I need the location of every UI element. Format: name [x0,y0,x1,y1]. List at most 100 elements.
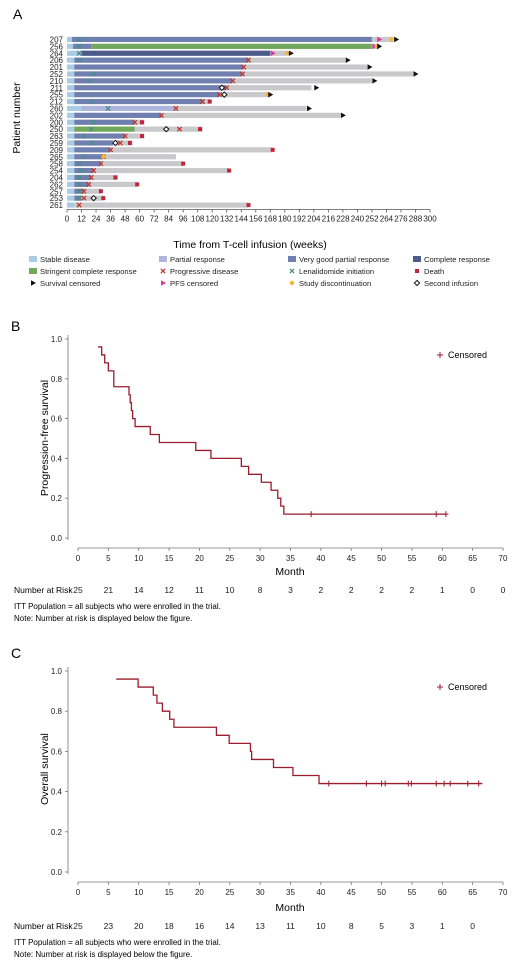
panel-a-patient-label: 257 [50,187,64,196]
panel-a-patient-label: 258 [50,160,64,169]
panel-a-bar-stable [67,140,75,146]
panel-c-x-tick-label: 20 [195,888,204,897]
panel-c-survival-curve [116,678,483,785]
panel-a-marker-lenalidomide [86,78,92,84]
panel-a-bar-vgpr [74,195,82,201]
panel-c-censor-mark [363,780,369,787]
panel-a-plot-area: 0 12 24 36 48 60 72 84 96 108 120 132 144 156 168 180 19… [50,35,438,223]
panel-c-y-tick-label: 0.6 [51,747,63,756]
panel-a-marker-lenalidomide [76,36,82,43]
panel-a-bar-tail [232,78,372,84]
panel-b-risk-value: 12 [164,585,174,595]
panel-a-marker-death [207,99,212,104]
panel-c-risk-value: 20 [134,921,144,931]
panel-a-marker-lenalidomide [88,140,94,146]
panel-b-y-axis-title: Progression-free survival [39,380,51,496]
panel-c-x-tick-label: 30 [256,888,265,897]
panel-b-x-axis-title: Month [275,566,304,578]
panel-c-os-km: C Overall survival Month Number at Risk … [11,645,508,959]
panel-b-risk-value: 14 [134,585,144,595]
panel-a-patient-label: 254 [50,167,64,176]
panel-a-bar-partial [81,105,176,112]
panel-a-x-tick-label: 72 [150,215,159,224]
panel-a-bar-tail [83,188,101,194]
panel-a-patient-label: 200 [50,118,64,127]
panel-a-patient-row: 255 [50,91,274,100]
panel-a-x-tick-label: 264 [380,215,394,224]
panel-b-y-tick-label: 0.2 [51,494,63,503]
panel-c-x-tick-label: 55 [407,888,416,897]
panel-a-legend-item: Study discontinuation [289,279,371,288]
panel-a-legend-item: Partial response [159,255,225,264]
panel-a-marker-lenalidomide [76,195,82,201]
panel-a-patient-label: 250 [50,125,64,134]
panel-a-legend-label: Death [424,267,444,276]
panel-b-risk-value: 8 [258,585,263,595]
panel-b-y-tick-label: 0.0 [51,534,63,543]
panel-a-patient-row: 209 [50,146,275,155]
panel-b-x-tick-label: 35 [286,554,295,563]
panel-a-marker-death [140,134,145,139]
panel-a-marker-progressive [245,57,252,63]
panel-a-marker-survival-censored [372,78,378,84]
panel-c-y-tick-label: 1.0 [51,667,63,676]
panel-a-marker-lenalidomide-stroke-b [90,119,97,125]
panel-b-risk-value: 25 [73,585,83,595]
panel-a-marker-progressive-stroke-b [199,98,206,105]
panel-b-risk-value: 0 [501,585,506,595]
panel-a-bar-tail [202,98,210,105]
panel-c-risk-value: 18 [164,921,174,931]
panel-b-risk-value: 2 [379,585,384,595]
panel-c-x-axis-title: Month [275,902,304,914]
panel-a-patient-row: 253 [50,194,106,203]
panel-a-marker-progressive [81,188,87,194]
panel-a-x-tick-label: 204 [307,215,321,224]
panel-b-survival-curve [98,346,446,515]
panel-a-marker-progressive-stroke-b [107,147,114,153]
panel-a-marker-progressive-stroke-b [230,78,236,84]
panel-a-patient-label: 264 [50,49,64,58]
panel-a-legend-swatch [288,256,296,262]
panel-b-pfs-km: B Progression-free survival Month Number… [11,318,508,623]
panel-a-legend-item: Survival censored [31,279,100,288]
panel-a-legend-item: Very good partial response [288,255,389,264]
panel-a-marker-lenalidomide-stroke-b [76,36,82,43]
panel-a-marker-lenalidomide [88,98,94,105]
panel-a-bar-vgpr [74,98,203,105]
panel-a-bar-complete [81,50,271,56]
panel-a-bar-tail [219,92,268,98]
panel-a-marker-lenalidomide [78,167,85,174]
panel-b-x-tick-label: 5 [106,554,111,563]
panel-a-patient-row: 250 [50,125,203,134]
panel-a-x-tick-label: 216 [322,215,336,224]
panel-a-patient-label: 261 [50,201,64,210]
panel-a-bar-stable [67,202,75,208]
panel-a-bar-tail [93,167,230,174]
panel-b-y-tick-label: 0.4 [51,454,63,463]
panel-a-marker-lenalidomide [76,181,82,188]
panel-a-patient-label: 256 [50,42,64,51]
panel-c-risk-value: 14 [225,921,235,931]
panel-b-x-tick-label: 55 [407,554,416,563]
panel-a-x-tick-label: 288 [409,215,423,224]
panel-a-marker-lenalidomide-stroke-b [86,78,92,84]
panel-a-marker-lenalidomide-stroke-b [88,140,94,146]
panel-a-marker-lenalidomide [81,154,87,160]
panel-a-legend-item: Stable disease [29,255,90,264]
panel-a-swimmer-plot: A Patient number Time from T-cell infusi… [11,6,490,288]
panel-a-bar-stable [67,43,74,49]
panel-a-bar-stable [67,161,75,167]
panel-a-patient-row: 262 [50,180,140,189]
panel-a-marker-lenalidomide-stroke-b [76,181,82,188]
panel-a-marker-survival-censored [268,91,274,98]
panel-a-bar-tail [175,105,307,112]
panel-c-plot-area: 0.00.20.40.60.81.00 5 10 15 20 25 30 35 40 45 50 55… [51,667,508,931]
panel-a-legend-label: Survival censored [40,279,100,288]
panel-a-x-tick-label: 132 [220,215,234,224]
panel-a-x-tick-label: 168 [264,215,278,224]
panel-a-bar-vgpr [74,71,243,77]
panel-a-marker-progressive-stroke-b [245,57,252,63]
panel-a-patient-label: 209 [50,146,64,155]
panel-c-x-tick-label: 65 [468,888,477,897]
panel-c-x-tick-label: 50 [377,888,386,897]
